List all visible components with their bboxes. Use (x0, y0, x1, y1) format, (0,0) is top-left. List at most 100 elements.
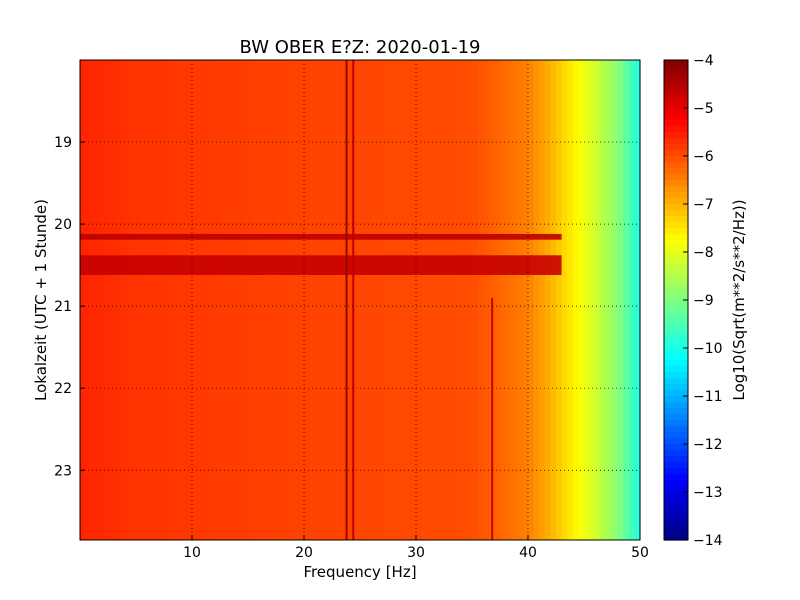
colorbar-segment (664, 186, 688, 193)
heatmap-cell (460, 60, 467, 540)
heatmap-cell (544, 60, 551, 540)
heatmap-cell (477, 60, 484, 540)
heatmap-cell (617, 60, 624, 540)
heatmap-cell (231, 60, 238, 540)
heatmap-cell (113, 60, 120, 540)
colorbar-segment (664, 180, 688, 187)
colorbar-segment (664, 258, 688, 265)
heatmap-cell (248, 60, 255, 540)
colorbar-segment (664, 354, 688, 361)
heatmap-cell (197, 60, 204, 540)
heatmap-time-band (80, 255, 562, 275)
grid-lines (80, 60, 640, 540)
colorbar-segment (664, 264, 688, 271)
heatmap-time-band (80, 233, 562, 240)
y-tick-label: 20 (54, 217, 72, 233)
heatmap-cell (281, 60, 288, 540)
heatmap-cell (634, 60, 641, 540)
heatmap-cell (264, 60, 271, 540)
heatmap-cell (393, 60, 400, 540)
heatmap-cell (332, 60, 339, 540)
colorbar-tick-label: −4 (693, 53, 714, 69)
colorbar-segment (664, 198, 688, 205)
heatmap-cell (595, 60, 602, 540)
colorbar-segment (664, 432, 688, 439)
colorbar-segment (664, 60, 688, 67)
colorbar-segment (664, 426, 688, 433)
colorbar-segment (664, 402, 688, 409)
colorbar-tick-label: −7 (693, 197, 714, 213)
heatmap-cell (528, 60, 535, 540)
colorbar-segment (664, 378, 688, 385)
heatmap-cell (539, 60, 546, 540)
heatmap-cell (494, 60, 501, 540)
x-axis-label: Frequency [Hz] (303, 563, 416, 581)
colorbar-segment (664, 510, 688, 517)
colorbar-segment (664, 408, 688, 415)
colorbar-segment (664, 126, 688, 133)
heatmap-cell (85, 60, 92, 540)
colorbar-segment (664, 450, 688, 457)
colorbar-segment (664, 456, 688, 463)
heatmap-cell (600, 60, 607, 540)
y-axis-label: Lokalzeit (UTC + 1 Stunde) (32, 199, 50, 401)
colorbar-segment (664, 252, 688, 259)
colorbar-segment (664, 480, 688, 487)
y-tick-label: 22 (54, 381, 72, 397)
colorbar-segment (664, 390, 688, 397)
heatmap-cell (147, 60, 154, 540)
heatmap-cell (186, 60, 193, 540)
colorbar-segment (664, 300, 688, 307)
colorbar-segment (664, 156, 688, 163)
heatmap-frequency-line (491, 297, 494, 540)
heatmap-cell (572, 60, 579, 540)
colorbar-segment (664, 342, 688, 349)
heatmap-cell (500, 60, 507, 540)
colorbar-segment (664, 228, 688, 235)
colorbar-tick-label: −6 (693, 149, 714, 165)
colorbar-segment (664, 516, 688, 523)
heatmap-cell (376, 60, 383, 540)
colorbar-segment (664, 420, 688, 427)
colorbar-segment (664, 192, 688, 199)
colorbar-label: Log10(Sqrt(m**2/s**2/Hz)) (730, 199, 748, 400)
heatmap-frequency-line (345, 60, 348, 540)
heatmap-cell (628, 60, 635, 540)
heatmap-cell (556, 60, 563, 540)
colorbar-segment (664, 240, 688, 247)
heatmap-cell (180, 60, 187, 540)
colorbar-segment (664, 318, 688, 325)
heatmap-cell (220, 60, 227, 540)
heatmap-cell (444, 60, 451, 540)
heatmap-cell (606, 60, 613, 540)
heatmap-cell (589, 60, 596, 540)
colorbar-segment (664, 204, 688, 211)
heatmap-cell (360, 60, 367, 540)
colorbar-segment (664, 528, 688, 535)
y-axis: 19 20 21 22 23 (54, 135, 85, 479)
heatmap-cell (410, 60, 417, 540)
heatmap-cell (192, 60, 199, 540)
colorbar-segment (664, 366, 688, 373)
heatmap-cell (466, 60, 473, 540)
colorbar-segment (664, 336, 688, 343)
colorbar-segment (664, 66, 688, 73)
heatmap-cell (561, 60, 568, 540)
x-tick-label: 20 (295, 545, 313, 561)
heatmap-cell (550, 60, 557, 540)
heatmap-cell (511, 60, 518, 540)
heatmap-cell (298, 60, 305, 540)
heatmap-cell (108, 60, 115, 540)
heatmap-cell (91, 60, 98, 540)
colorbar-segment (664, 120, 688, 127)
x-tick-label: 40 (519, 545, 537, 561)
colorbar-segment (664, 288, 688, 295)
heatmap-cell (432, 60, 439, 540)
heatmap-cell (388, 60, 395, 540)
colorbar-frame (663, 59, 689, 541)
colorbar-segment (664, 360, 688, 367)
heatmap-cell (276, 60, 283, 540)
heatmap-cell (102, 60, 109, 540)
heatmap-cell (365, 60, 372, 540)
